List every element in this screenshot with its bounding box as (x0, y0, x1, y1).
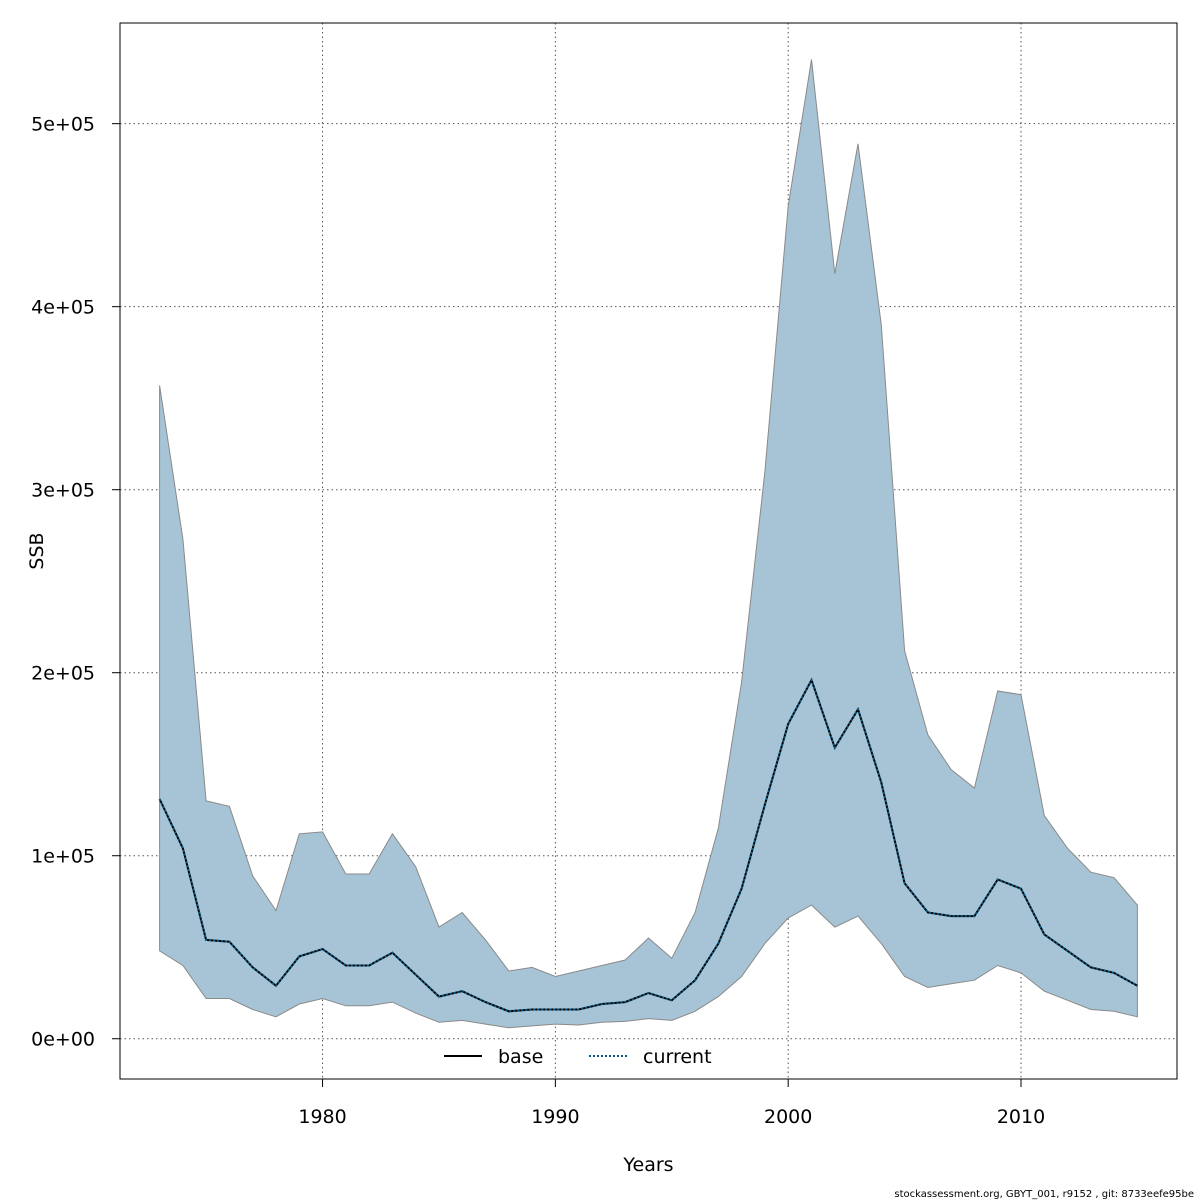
series-lines (158, 677, 1138, 1013)
confidence-band-area (159, 59, 1138, 1029)
x-axis: 1980 1990 2000 2010 (298, 1079, 1045, 1128)
y-tick-label: 1e+05 (31, 846, 95, 868)
series-line-current (158, 677, 1138, 1013)
y-tick-label: 4e+05 (31, 297, 95, 319)
legend-label-base: base (498, 1046, 543, 1068)
y-tick-label: 0e+00 (31, 1029, 95, 1051)
x-axis-title: Years (622, 1154, 673, 1176)
legend-label-current: current (643, 1046, 712, 1068)
y-axis-title: SSB (26, 532, 48, 569)
x-tick-label: 2000 (764, 1106, 812, 1128)
x-tick-label: 1980 (298, 1106, 346, 1128)
y-tick-label: 5e+05 (31, 114, 95, 136)
confidence-band (159, 59, 1138, 1029)
legend: base current (444, 1046, 712, 1068)
y-tick-label: 3e+05 (31, 480, 95, 502)
x-tick-label: 2010 (997, 1106, 1045, 1128)
y-tick-label: 2e+05 (31, 663, 95, 685)
y-axis: 0e+00 1e+05 2e+05 3e+05 4e+05 5e+05 (31, 114, 120, 1051)
footer-caption: stockassessment.org, GBYT_001, r9152 , g… (894, 1189, 1194, 1200)
x-tick-label: 1990 (531, 1106, 579, 1128)
plot-frame (119, 22, 1178, 1080)
